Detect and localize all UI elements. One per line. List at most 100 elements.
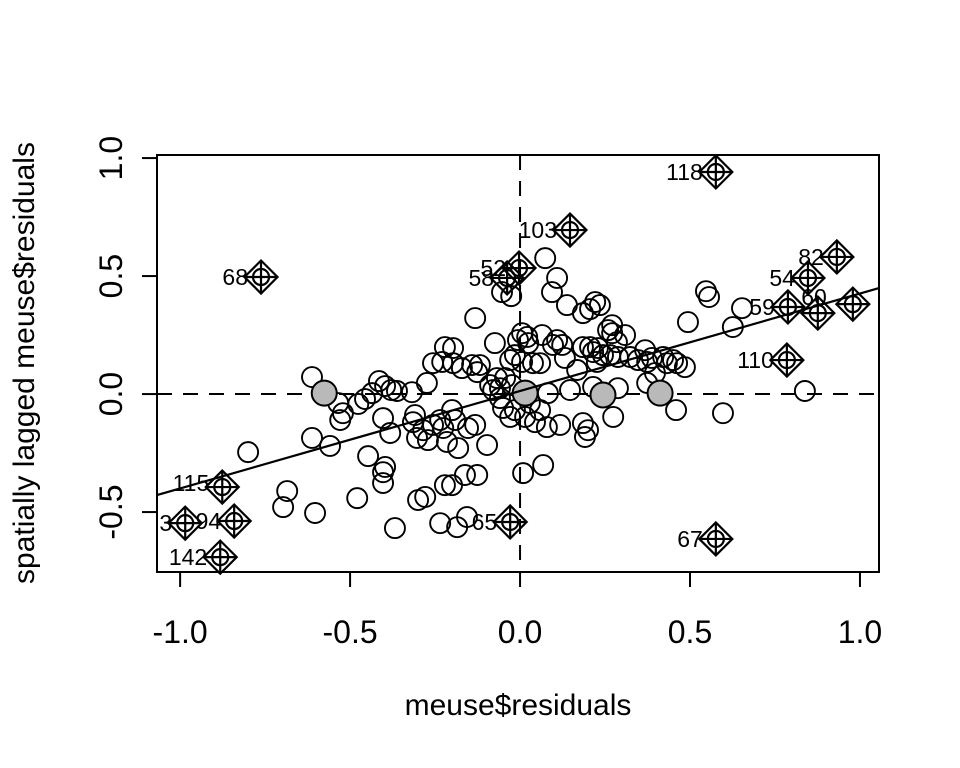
data-point (559, 379, 581, 401)
regression-line (156, 287, 880, 497)
influence-point-label: 54 (769, 265, 795, 291)
data-point (436, 431, 458, 453)
data-point (571, 336, 594, 359)
data-point (372, 461, 394, 484)
influence-point-diamond (789, 259, 827, 297)
data-point (319, 435, 341, 457)
influence-point-diamond (551, 211, 589, 249)
x-axis-title: meuse$residuals (405, 689, 632, 722)
x-axis-tick-label: -1.0 (153, 614, 208, 650)
mean-point (646, 379, 674, 407)
data-point (555, 294, 578, 317)
influence-point-diamond (768, 342, 805, 379)
data-point (585, 351, 608, 373)
data-point (301, 427, 323, 449)
data-point (512, 462, 535, 485)
influence-point-label: 103 (519, 217, 557, 243)
data-point (546, 267, 569, 289)
data-point (489, 387, 511, 410)
influence-point-label: 68 (222, 264, 248, 290)
data-point (673, 356, 696, 379)
data-point (464, 414, 487, 436)
influence-point-label: 3 (159, 510, 172, 536)
data-point (579, 336, 602, 359)
data-point (450, 357, 473, 380)
y-axis-tick-label: 0.0 (93, 372, 129, 416)
data-point (357, 445, 380, 468)
data-point (592, 344, 614, 367)
data-point (466, 464, 489, 486)
influence-point-diamond (769, 288, 806, 326)
data-point (491, 281, 513, 304)
y-axis-tick-label: -0.5 (93, 484, 129, 539)
influence-point-label: 65 (472, 509, 498, 535)
influence-point-diamond (202, 539, 239, 576)
data-point (514, 406, 537, 428)
data-point (386, 380, 408, 402)
data-point (406, 427, 428, 449)
data-point (549, 414, 572, 436)
data-point (346, 487, 369, 510)
influence-point-diamond (799, 295, 836, 332)
influence-point-diamond (834, 286, 871, 323)
data-point (301, 366, 323, 389)
data-point (354, 388, 376, 410)
influence-point-label: 115 (173, 470, 210, 496)
influence-point-diamond (216, 502, 253, 540)
data-point (503, 344, 526, 367)
data-point (442, 337, 465, 359)
data-point (588, 294, 611, 317)
data-point (553, 347, 576, 369)
data-point (304, 502, 327, 524)
x-axis-tick-label: 1.0 (838, 614, 882, 650)
influence-point-label: 67 (677, 526, 703, 552)
influence-point-diamond (818, 238, 855, 276)
data-point (566, 359, 589, 381)
data-point (712, 402, 734, 425)
data-point (640, 347, 663, 369)
influence-point-diamond (697, 520, 734, 558)
influence-point-label: 60 (801, 284, 827, 310)
data-point (579, 298, 602, 321)
data-point (665, 399, 688, 422)
data-point (347, 393, 370, 415)
data-point (793, 380, 816, 402)
influence-point-label: 58 (469, 265, 495, 291)
data-point (507, 329, 529, 351)
data-point (329, 409, 352, 431)
data-point (468, 354, 491, 376)
data-point (272, 496, 295, 519)
y-axis-title: spatially lagged meuse$residuals (8, 142, 41, 584)
y-axis-tick-label: 0.5 (93, 254, 129, 298)
y-axis-tick-label: 1.0 (93, 136, 129, 180)
data-point (614, 324, 637, 347)
x-axis-tick-label: 0.5 (668, 614, 712, 650)
data-point (731, 297, 753, 320)
data-point (529, 352, 552, 375)
data-point (447, 437, 470, 460)
influence-point-label: 118 (666, 159, 703, 185)
data-point (662, 349, 684, 372)
influence-point-diamond (489, 259, 526, 297)
data-point (379, 422, 402, 444)
influence-point-diamond (697, 153, 734, 191)
data-point (400, 381, 423, 404)
data-point (431, 351, 454, 373)
influence-point-label: 110 (737, 347, 774, 373)
data-point (582, 341, 605, 364)
data-point (494, 367, 517, 389)
data-point (542, 334, 564, 356)
data-point (433, 474, 456, 497)
data-point (584, 291, 607, 313)
plot-box (156, 154, 880, 573)
data-point (441, 399, 464, 422)
data-point (500, 285, 523, 308)
data-point (546, 329, 569, 351)
data-point (276, 480, 299, 503)
data-point (522, 352, 544, 375)
influence-point-diamond (492, 503, 529, 541)
data-point (571, 412, 594, 435)
data-point (374, 375, 397, 397)
data-point (383, 517, 406, 540)
